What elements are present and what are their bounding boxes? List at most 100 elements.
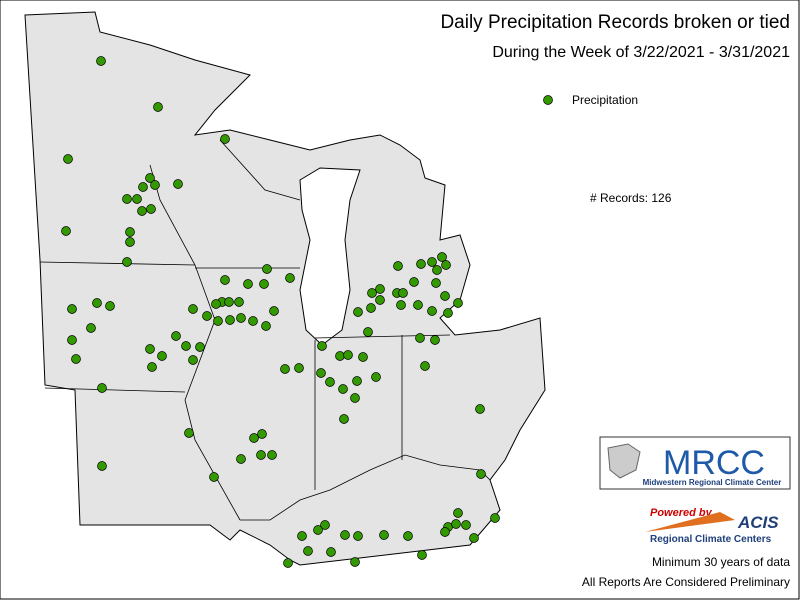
note: Minimum 30 years of data <box>652 555 790 569</box>
record-site <box>476 469 486 479</box>
record-site <box>220 134 230 144</box>
record-site <box>61 226 71 236</box>
record-site <box>122 194 132 204</box>
record-site <box>248 316 258 326</box>
record-site <box>257 429 267 439</box>
record-site <box>138 182 148 192</box>
record-site <box>269 306 279 316</box>
record-site <box>184 428 194 438</box>
record-site <box>403 531 413 541</box>
record-site <box>125 227 135 237</box>
powered-sub: Regional Climate Centers <box>650 534 772 545</box>
record-site <box>453 298 463 308</box>
record-site <box>256 450 266 460</box>
record-site <box>413 300 423 310</box>
record-site <box>396 300 406 310</box>
record-site <box>173 179 183 189</box>
record-site <box>145 173 155 183</box>
record-site <box>96 56 106 66</box>
record-site <box>427 306 437 316</box>
record-site <box>86 323 96 333</box>
record-site <box>145 344 155 354</box>
record-site <box>451 519 461 529</box>
record-site <box>440 527 450 537</box>
record-site <box>132 194 142 204</box>
record-site <box>297 531 307 541</box>
acis-swoosh <box>645 512 735 532</box>
record-site <box>234 297 244 307</box>
record-site <box>371 372 381 382</box>
mrcc-logo: MRCC Midwestern Regional Climate Center <box>599 436 791 490</box>
record-site <box>420 361 430 371</box>
record-site <box>316 368 326 378</box>
record-site <box>188 355 198 365</box>
record-site <box>97 461 107 471</box>
record-site <box>137 206 147 216</box>
powered-text: Powered by <box>650 507 713 519</box>
record-site <box>63 154 73 164</box>
record-site <box>335 351 345 361</box>
record-site <box>283 558 293 568</box>
record-site <box>262 264 272 274</box>
record-site <box>417 550 427 560</box>
record-site <box>202 311 212 321</box>
record-site <box>125 237 135 247</box>
record-sites <box>61 56 500 568</box>
record-site <box>430 335 440 345</box>
record-site <box>366 303 376 313</box>
record-site <box>280 364 290 374</box>
logo-name: MRCC <box>663 444 765 482</box>
record-site <box>92 298 102 308</box>
record-site <box>375 295 385 305</box>
record-site <box>325 377 335 387</box>
record-site <box>427 257 437 267</box>
record-site <box>398 288 408 298</box>
record-site <box>225 315 235 325</box>
record-site <box>188 304 198 314</box>
record-site <box>97 383 107 393</box>
record-site <box>375 284 385 294</box>
record-site <box>313 525 323 535</box>
legend-label: Precipitation <box>572 93 638 107</box>
record-site <box>236 454 246 464</box>
record-site <box>213 316 223 326</box>
record-site <box>220 275 230 285</box>
record-site <box>171 331 181 341</box>
record-site <box>303 546 313 556</box>
record-site <box>211 299 221 309</box>
lake-michigan <box>299 167 361 346</box>
record-site <box>67 304 77 314</box>
record-site <box>340 530 350 540</box>
record-site <box>461 520 471 530</box>
record-site <box>453 508 463 518</box>
acis-name: ACIS <box>737 513 779 532</box>
record-site <box>379 530 389 540</box>
record-site <box>431 278 441 288</box>
logo-full-name: Midwestern Regional Climate Center <box>643 478 782 487</box>
record-site <box>440 291 450 301</box>
title: Daily Precipitation Records broken or ti… <box>440 12 790 33</box>
record-site <box>475 404 485 414</box>
record-site <box>157 351 167 361</box>
record-site <box>343 350 353 360</box>
record-site <box>153 102 163 112</box>
record-site <box>432 265 442 275</box>
record-site <box>317 341 327 351</box>
record-site <box>320 520 330 530</box>
record-site <box>181 341 191 351</box>
record-site <box>363 327 373 337</box>
record-site <box>105 301 115 311</box>
record-site <box>209 472 219 482</box>
record-site <box>358 352 368 362</box>
record-site <box>285 273 295 283</box>
record-site <box>249 433 259 443</box>
record-site <box>415 333 425 343</box>
record-site <box>122 257 132 267</box>
record-site <box>443 308 453 318</box>
record-site <box>409 277 419 287</box>
record-site <box>67 335 77 345</box>
record-site <box>146 204 156 214</box>
record-site <box>236 313 246 323</box>
record-site <box>243 279 253 289</box>
